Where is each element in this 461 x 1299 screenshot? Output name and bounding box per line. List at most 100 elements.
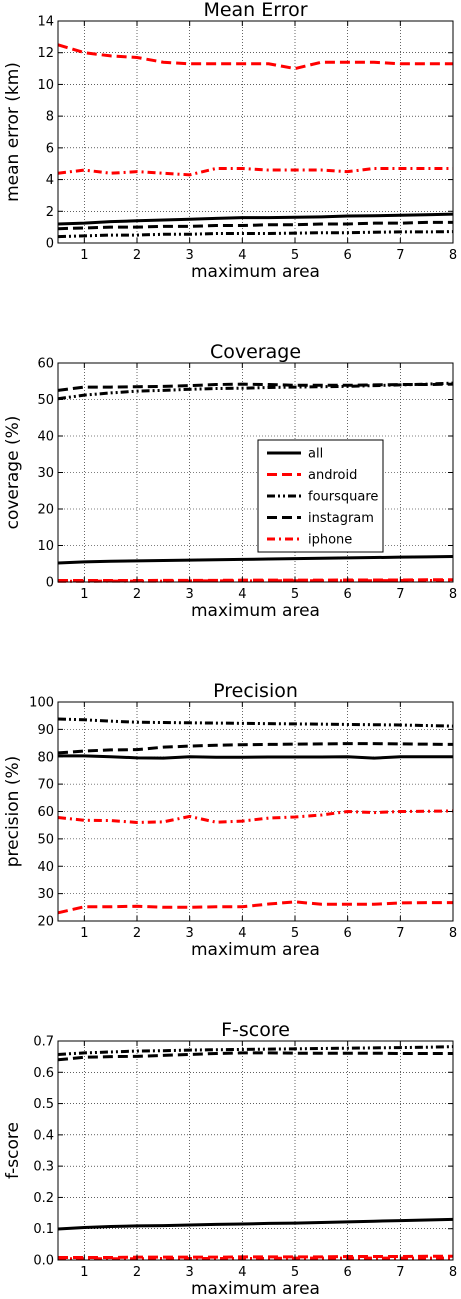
- series-line-iphone: [58, 579, 453, 583]
- plot-frame: [57, 20, 454, 244]
- x-tick-label: 7: [396, 926, 404, 941]
- x-tick-label: 4: [238, 1265, 246, 1280]
- series-line-all: [57, 1217, 454, 1231]
- plot-frame: [57, 362, 454, 583]
- x-tick-label: 3: [186, 587, 194, 602]
- series-line-android: [57, 43, 453, 71]
- x-tick-label: 4: [238, 926, 246, 941]
- y-axis-label: f-score: [3, 1122, 23, 1179]
- chart-2: 1 2 3 4 5 6 7 8 0 10 20 30 40 50 60 Coverage maximum are…: [3, 341, 457, 621]
- x-tick-label: 7: [396, 248, 404, 263]
- y-tick-label: 0.3: [33, 1160, 54, 1175]
- x-axis-label: maximum area: [191, 1279, 320, 1299]
- y-tick-label: 4: [46, 173, 54, 188]
- legend-label-foursquare: foursquare: [308, 490, 378, 505]
- x-tick-label: 2: [133, 248, 141, 263]
- y-tick-label: 20: [37, 915, 54, 930]
- legend-label-instagram: instagram: [308, 511, 374, 526]
- y-tick-label: 2: [46, 205, 54, 220]
- x-tick-label: 6: [344, 926, 352, 941]
- x-axis-label: maximum area: [191, 262, 320, 282]
- y-axis-label: precision (%): [3, 756, 23, 868]
- series-line-android: [58, 578, 453, 583]
- chart-4: 1 2 3 4 5 6 7 8 0.0 0.1 0.2 0.3 0.4 0.5 0.6 0.7 F-score m…: [3, 1019, 457, 1299]
- x-tick-label: 8: [449, 926, 457, 941]
- x-tick-label: 8: [449, 1265, 457, 1280]
- chart-title: Mean Error: [203, 0, 307, 21]
- x-tick-label: 1: [80, 587, 88, 602]
- legend: all android foursquare instagram iphone: [257, 439, 384, 553]
- x-tick-label: 6: [344, 587, 352, 602]
- series-line-foursquare: [57, 381, 454, 401]
- chart-3: 1 2 3 4 5 6 7 8 20 30 40 50 60 70 80 90 100 Precision maxi…: [3, 680, 457, 960]
- x-tick-label: 1: [80, 248, 88, 263]
- x-axis-label: maximum area: [191, 601, 320, 621]
- x-tick-label: 8: [449, 587, 457, 602]
- x-tick-label: 1: [80, 1265, 88, 1280]
- series-line-foursquare: [57, 1045, 454, 1056]
- series-line-iphone: [58, 1256, 453, 1261]
- y-tick-label: 30: [37, 887, 54, 902]
- x-tick-label: 3: [186, 248, 194, 263]
- y-tick-label: 40: [37, 430, 54, 445]
- x-tick-label: 1: [80, 926, 88, 941]
- chart-title: F-score: [221, 1019, 290, 1041]
- x-tick-label: 2: [133, 926, 141, 941]
- y-tick-label: 0.4: [33, 1128, 54, 1143]
- series-line-instagram: [57, 1051, 453, 1062]
- plot-frame: [57, 1040, 454, 1261]
- y-tick-label: 30: [37, 466, 54, 481]
- y-tick-label: 10: [37, 78, 54, 93]
- y-tick-label: 50: [37, 393, 54, 408]
- series-line-all: [58, 754, 453, 760]
- x-tick-label: 7: [396, 1265, 404, 1280]
- y-tick-label: 80: [37, 750, 54, 765]
- y-tick-label: 0.0: [33, 1254, 54, 1269]
- series-line-iphone: [57, 166, 453, 177]
- y-tick-label: 20: [37, 503, 54, 518]
- y-tick-label: 60: [37, 805, 54, 820]
- y-tick-label: 0.1: [33, 1222, 54, 1237]
- x-tick-label: 5: [291, 587, 299, 602]
- y-tick-label: 50: [37, 832, 54, 847]
- x-tick-label: 5: [291, 926, 299, 941]
- y-tick-label: 0.2: [33, 1191, 54, 1206]
- y-tick-label: 0: [46, 237, 54, 252]
- x-tick-label: 6: [344, 1265, 352, 1280]
- y-tick-label: 8: [46, 110, 54, 125]
- y-tick-label: 0.7: [33, 1035, 54, 1050]
- y-tick-label: 14: [37, 15, 54, 30]
- x-tick-label: 5: [291, 248, 299, 263]
- series-line-android: [58, 1254, 453, 1259]
- x-tick-label: 5: [291, 1265, 299, 1280]
- series-line-all: [57, 554, 454, 565]
- x-tick-label: 6: [344, 248, 352, 263]
- legend-label-all: all: [308, 447, 323, 462]
- y-tick-label: 10: [37, 539, 54, 554]
- x-tick-label: 4: [238, 248, 246, 263]
- series-line-foursquare: [57, 717, 454, 728]
- x-tick-label: 7: [396, 587, 404, 602]
- y-tick-label: 0.6: [33, 1066, 54, 1081]
- x-tick-label: 3: [186, 1265, 194, 1280]
- x-tick-label: 2: [133, 1265, 141, 1280]
- y-tick-label: 0.5: [33, 1097, 54, 1112]
- x-tick-label: 8: [449, 248, 457, 263]
- y-tick-label: 40: [37, 860, 54, 875]
- series-line-instagram: [57, 742, 454, 755]
- legend-label-android: android: [308, 468, 357, 483]
- x-tick-label: 3: [186, 926, 194, 941]
- x-tick-label: 4: [238, 587, 246, 602]
- series-line-iphone: [57, 809, 454, 824]
- y-tick-label: 6: [46, 141, 54, 156]
- chart-title: Precision: [213, 680, 298, 702]
- x-axis-label: maximum area: [191, 940, 320, 960]
- series-line-foursquare: [57, 230, 454, 239]
- y-tick-label: 60: [37, 357, 54, 372]
- series-line-android: [57, 900, 453, 915]
- y-axis-label: mean error (km): [3, 62, 23, 202]
- y-tick-label: 70: [37, 778, 54, 793]
